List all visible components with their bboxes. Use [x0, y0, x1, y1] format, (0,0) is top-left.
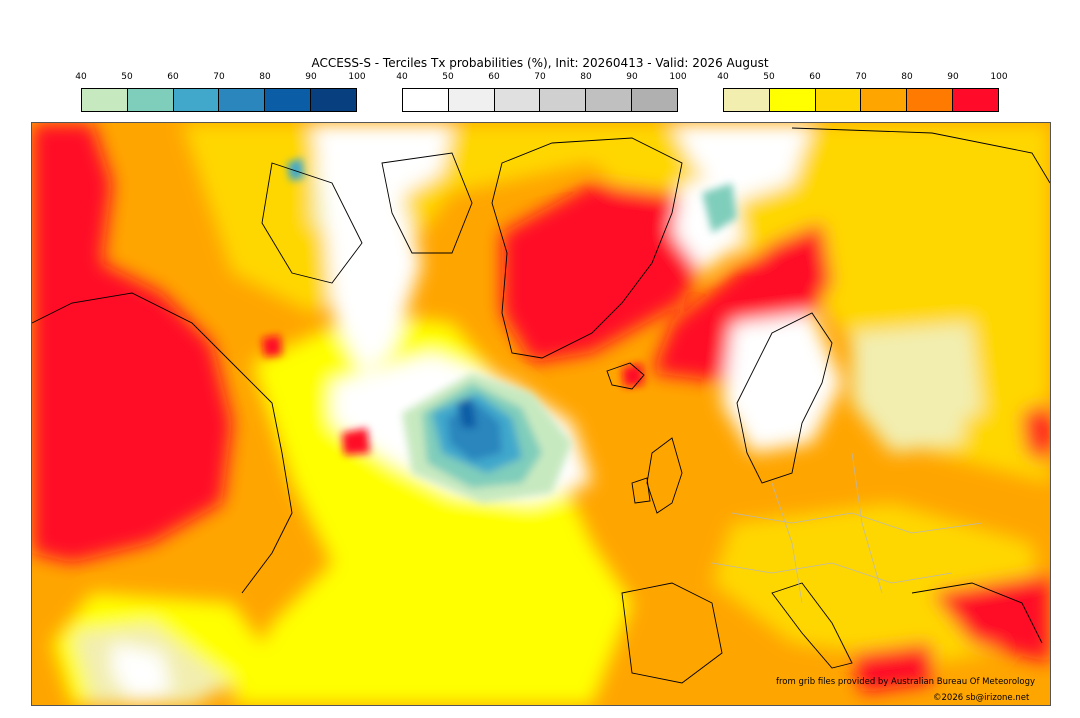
britain-coast — [646, 437, 683, 514]
legend-swatch — [494, 89, 541, 111]
legend-tick: 80 — [580, 72, 592, 82]
legend-swatch — [311, 89, 356, 111]
legend-tick: 70 — [534, 72, 546, 82]
legend-tick: 60 — [809, 72, 821, 82]
iberia-coast — [621, 582, 723, 684]
legend-tick: 40 — [717, 72, 729, 82]
map-title: ACCESS-S - Terciles Tx probabilities (%)… — [311, 56, 769, 70]
legend-swatch — [403, 89, 449, 111]
legend-swatch — [219, 89, 266, 111]
legend-swatch — [953, 89, 998, 111]
legend-tick: 40 — [396, 72, 408, 82]
legend-swatch — [265, 89, 312, 111]
legend-tick: 90 — [626, 72, 638, 82]
legend-colorbar — [723, 88, 999, 112]
legend-tick: 60 — [167, 72, 179, 82]
legend-ticks: 40 50 60 70 80 90 100 — [717, 72, 1007, 84]
italy-coast — [771, 582, 853, 669]
data-source-credit: from grib files provided by Australian B… — [776, 677, 1036, 687]
legend-swatch — [540, 89, 587, 111]
russian-arctic-coast — [791, 127, 1050, 184]
legend-above-normal: 40 50 60 70 80 90 100 — [717, 72, 1008, 112]
legend-tick: 80 — [901, 72, 913, 82]
legend-swatch — [82, 89, 128, 111]
legend-swatch — [448, 89, 495, 111]
legend-tick: 70 — [213, 72, 225, 82]
legend-swatch — [907, 89, 954, 111]
legend-tick: 100 — [990, 72, 1008, 82]
legend-near-normal: 40 50 60 70 80 90 100 — [396, 72, 687, 112]
cold-anomaly — [262, 158, 737, 503]
legend-colorbar — [81, 88, 357, 112]
greenland-coast — [491, 137, 683, 359]
iceland-coast — [606, 362, 645, 390]
probability-map — [31, 122, 1051, 706]
legend-tick: 50 — [763, 72, 775, 82]
ireland-coast — [631, 477, 651, 504]
legend-swatch — [724, 89, 770, 111]
legend-tick: 80 — [259, 72, 271, 82]
legend-swatch — [769, 89, 816, 111]
legend-tick: 50 — [121, 72, 133, 82]
borders — [711, 452, 983, 604]
legend-tick: 100 — [348, 72, 366, 82]
legend-swatch — [632, 89, 677, 111]
legend-swatch — [861, 89, 908, 111]
legend-colorbar — [402, 88, 678, 112]
legend-tick: 70 — [855, 72, 867, 82]
legend-tick: 60 — [488, 72, 500, 82]
black-sea-coast — [911, 582, 1043, 644]
legend-tick: 90 — [305, 72, 317, 82]
legend-swatch — [815, 89, 862, 111]
legend-tick: 90 — [947, 72, 959, 82]
coastlines — [32, 127, 1050, 684]
baffin-coast — [381, 152, 473, 254]
legend-ticks: 40 50 60 70 80 90 100 — [75, 72, 365, 84]
legend-swatch — [127, 89, 174, 111]
legend-tick: 50 — [442, 72, 454, 82]
legend-swatch — [173, 89, 220, 111]
canadian-arctic-coast — [261, 162, 363, 284]
map-canvas — [32, 123, 1050, 705]
legend-ticks: 40 50 60 70 80 90 100 — [396, 72, 686, 84]
copyright-credit: ©2026 sb@irizone.net — [933, 693, 1030, 703]
legend-tick: 100 — [669, 72, 687, 82]
legend-swatch — [586, 89, 633, 111]
legend-below-normal: 40 50 60 70 80 90 100 — [75, 72, 366, 112]
scandinavia-coast — [736, 312, 833, 484]
legend-tick: 40 — [75, 72, 87, 82]
north-america-coast — [32, 292, 293, 594]
